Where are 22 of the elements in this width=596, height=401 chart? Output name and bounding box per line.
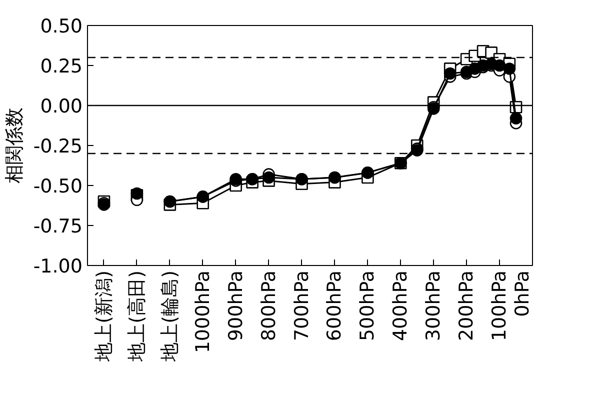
- x-tick-label: 地上(高田): [126, 270, 148, 362]
- y-tick-label: 0.50: [40, 16, 83, 38]
- y-tick-label: -0.75: [33, 216, 83, 238]
- x-tick-label: 地上(新潟): [92, 270, 115, 362]
- x-tick-label: 400hPa: [390, 270, 412, 342]
- y-tick-label: 0.25: [40, 56, 83, 78]
- x-tick-label: 300hPa: [422, 270, 445, 342]
- y-tick-label: -0.25: [33, 136, 83, 158]
- x-tick-label: 100hPa: [488, 270, 511, 342]
- y-tick-label: -0.50: [33, 176, 83, 198]
- y-tick-label: -1.00: [33, 256, 83, 278]
- x-tick-label: 900hPa: [224, 270, 247, 342]
- x-tick-label: 500hPa: [356, 270, 379, 342]
- x-tick-label: 地上(輪島): [158, 270, 181, 362]
- x-tick-label: 1000hPa: [192, 270, 214, 354]
- x-tick-label: 600hPa: [324, 270, 346, 342]
- x-tick-label: 700hPa: [290, 270, 313, 342]
- y-tick-label: 0.00: [40, 96, 83, 118]
- x-tick-label: 800hPa: [258, 270, 280, 342]
- y-axis-title: 相関係数: [3, 108, 26, 184]
- x-tick-label: 0hPa: [512, 270, 534, 317]
- x-tick-label: 200hPa: [456, 270, 478, 342]
